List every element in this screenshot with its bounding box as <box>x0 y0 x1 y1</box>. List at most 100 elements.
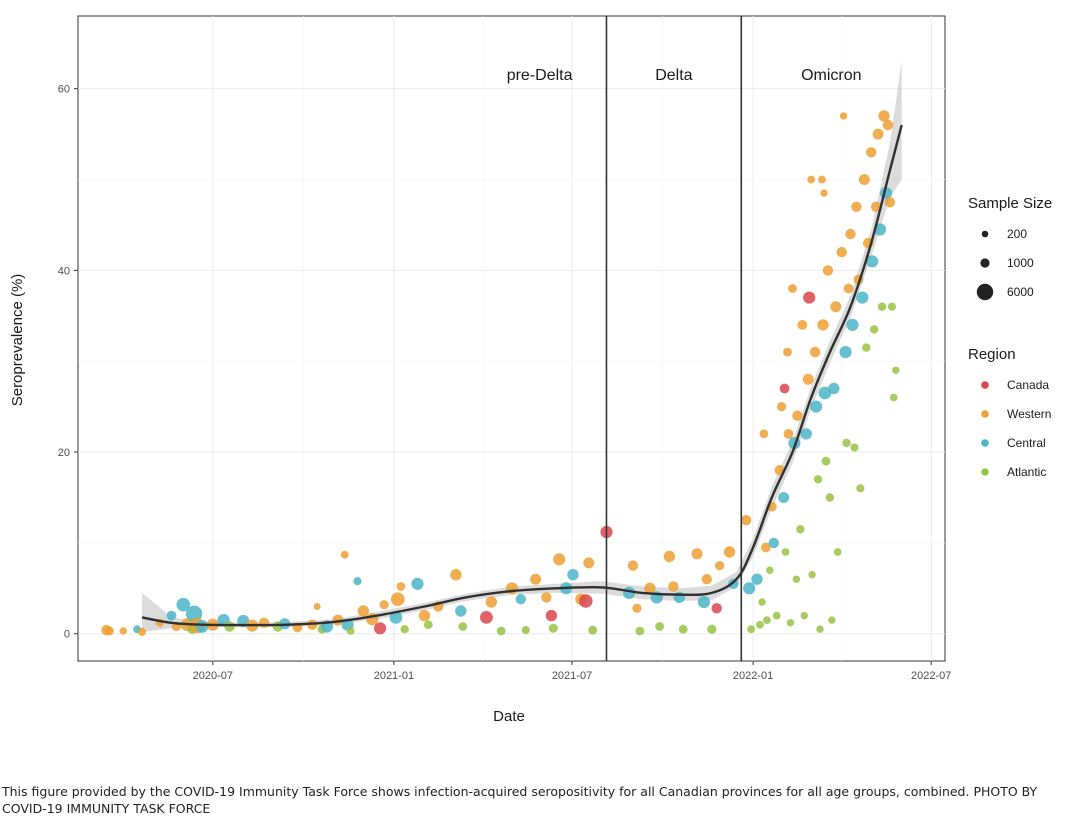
data-point-western <box>843 283 854 294</box>
data-point-western <box>858 174 870 185</box>
data-points <box>101 110 900 637</box>
data-point-atlantic <box>800 611 808 620</box>
data-point-western <box>663 550 676 563</box>
data-point-central <box>195 620 209 633</box>
data-point-central <box>828 382 840 395</box>
legend-region-label-atlantic: Atlantic <box>1007 465 1046 479</box>
data-point-western <box>817 319 829 331</box>
data-point-atlantic <box>758 598 766 606</box>
data-point-western <box>627 560 639 571</box>
data-point-atlantic <box>842 438 851 448</box>
data-point-central <box>866 255 879 268</box>
data-point-atlantic <box>763 616 771 624</box>
legend-region-marker-central <box>981 439 989 447</box>
data-point-western <box>357 605 370 617</box>
data-point-canada <box>374 622 387 635</box>
data-point-western <box>807 175 816 184</box>
data-point-western <box>866 147 877 158</box>
data-point-atlantic <box>892 366 900 374</box>
legend: Sample Size 200 1000 6000 Region Canada Wester… <box>968 195 1052 479</box>
figure-caption: This figure provided by the COVID-19 Imm… <box>2 784 1038 816</box>
data-point-central <box>743 582 756 595</box>
legend-region-label-canada: Canada <box>1007 378 1049 392</box>
data-point-atlantic <box>678 624 688 634</box>
data-point-western <box>820 189 828 197</box>
x-axis-title: Date <box>493 708 525 725</box>
data-point-western <box>396 582 406 591</box>
data-point-canada <box>779 383 790 394</box>
data-point-western <box>553 553 566 566</box>
data-point-western <box>391 592 405 606</box>
data-point-central <box>697 595 711 609</box>
data-point-western <box>802 373 814 385</box>
legend-size-marker <box>976 283 994 301</box>
data-point-western <box>788 284 797 293</box>
data-point-canada <box>480 611 493 624</box>
data-point-western <box>822 265 834 276</box>
data-point-western <box>797 320 808 330</box>
data-point-western <box>818 175 826 184</box>
data-point-atlantic <box>821 456 831 466</box>
data-point-western <box>258 617 270 628</box>
data-point-atlantic <box>786 619 795 627</box>
data-point-atlantic <box>346 627 355 635</box>
data-point-canada <box>711 603 722 614</box>
data-point-western <box>485 596 497 608</box>
y-tick-label: 60 <box>58 84 70 96</box>
data-point-atlantic <box>850 443 859 452</box>
axes: 2020-07 2021-01 2021-07 2022-01 2022-07 0 20 40… <box>58 84 952 682</box>
data-point-western <box>872 128 884 140</box>
data-point-atlantic <box>856 484 865 493</box>
data-point-western <box>418 609 431 622</box>
x-tick-label: 2021-07 <box>552 670 592 682</box>
data-point-atlantic <box>588 625 598 635</box>
data-point-central <box>768 537 779 549</box>
data-point-western <box>761 542 771 553</box>
period-label-delta: Delta <box>655 67 692 84</box>
data-point-western <box>870 201 882 212</box>
data-point-atlantic <box>548 623 558 633</box>
data-point-central <box>673 591 685 604</box>
x-tick-label: 2022-01 <box>733 670 773 682</box>
data-point-atlantic <box>828 616 836 624</box>
data-point-western <box>884 197 896 208</box>
y-tick-label: 20 <box>58 447 70 459</box>
data-point-atlantic <box>635 626 645 636</box>
data-point-atlantic <box>887 302 897 311</box>
y-axis-title: Seroprevalence (%) <box>9 274 26 407</box>
legend-size-label: 200 <box>1007 227 1027 241</box>
grid-lines <box>78 16 945 661</box>
data-point-western <box>741 515 752 526</box>
legend-region-marker-western <box>981 410 989 418</box>
data-point-western <box>851 201 862 212</box>
data-point-western <box>450 569 462 581</box>
data-point-western <box>723 546 736 558</box>
data-point-western <box>691 548 703 560</box>
trend-line <box>141 124 903 627</box>
period-label-omicron: Omicron <box>801 67 861 84</box>
data-point-western <box>777 402 787 412</box>
data-point-western <box>541 592 552 603</box>
data-point-western <box>783 429 794 439</box>
x-tick-label: 2022-07 <box>911 670 951 682</box>
y-tick-label: 40 <box>58 265 70 277</box>
data-point-western <box>792 410 803 421</box>
seroprevalence-chart: pre-Delta Delta Omicron 2020-07 2021-01 2021… <box>9 15 1052 725</box>
data-point-western <box>809 346 821 358</box>
legend-size-marker <box>980 258 990 268</box>
legend-region-label-central: Central <box>1007 436 1046 450</box>
legend-region-label-western: Western <box>1007 407 1051 421</box>
data-point-central <box>800 428 812 440</box>
data-point-atlantic <box>833 548 842 556</box>
data-point-western <box>379 600 389 610</box>
legend-size-label: 1000 <box>1007 256 1034 270</box>
data-point-western <box>701 574 712 585</box>
data-point-central <box>567 569 579 581</box>
data-point-atlantic <box>796 525 805 534</box>
data-point-canada <box>579 594 593 608</box>
data-point-central <box>856 291 869 304</box>
data-point-canada <box>803 291 816 304</box>
data-point-central <box>751 573 763 585</box>
data-point-atlantic <box>458 622 468 631</box>
data-point-western <box>137 627 147 637</box>
